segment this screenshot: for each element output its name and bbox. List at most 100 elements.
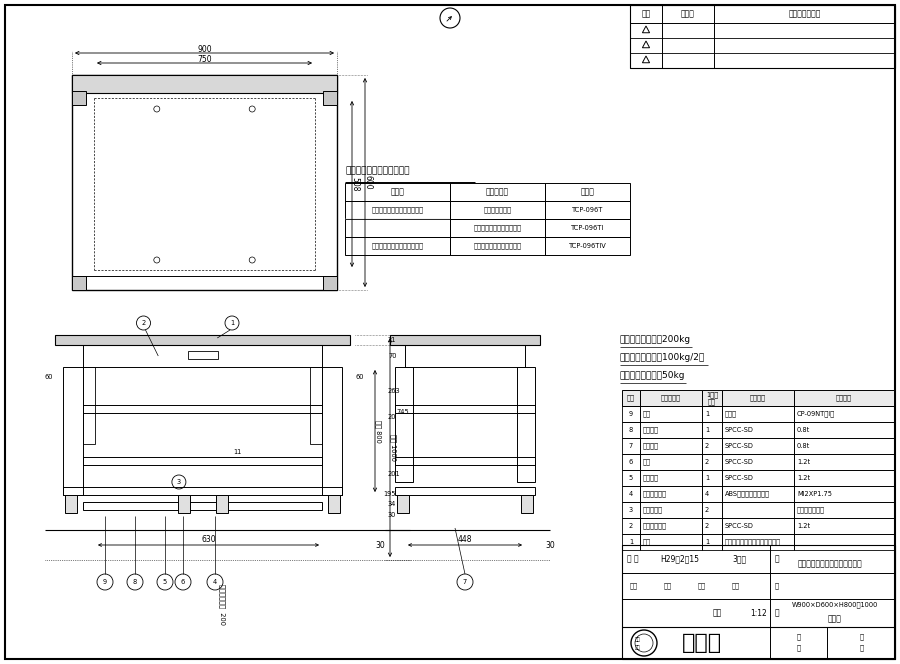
Text: 20: 20: [388, 414, 397, 420]
Bar: [722, 470, 794, 486]
Text: 30: 30: [388, 512, 396, 518]
Text: 上田: 上田: [713, 608, 722, 618]
Text: 規格品: 規格品: [725, 411, 737, 417]
Text: 中棚均等耐荷重　50kg: 中棚均等耐荷重 50kg: [620, 371, 686, 380]
Text: 称: 称: [775, 608, 779, 618]
Bar: [702, 470, 722, 486]
Text: 天板・塗装色と品番の関係: 天板・塗装色と品番の関係: [345, 166, 410, 175]
Bar: [187, 351, 218, 359]
Bar: [177, 495, 190, 513]
Text: アジャスター: アジャスター: [643, 491, 667, 497]
Text: 1: 1: [629, 539, 633, 545]
Bar: [722, 390, 794, 406]
Text: 2: 2: [705, 443, 709, 449]
Bar: [395, 405, 535, 413]
Bar: [640, 406, 702, 422]
Text: 70: 70: [388, 353, 397, 359]
Text: 名: 名: [775, 554, 779, 564]
Text: 2: 2: [629, 523, 633, 529]
Text: 脚フレーム: 脚フレーム: [643, 507, 663, 513]
Text: ABS・ユニクロメッキ: ABS・ユニクロメッキ: [725, 491, 770, 497]
Text: 745: 745: [396, 409, 409, 415]
Bar: [702, 534, 722, 550]
Text: 番: 番: [797, 645, 801, 651]
Bar: [794, 454, 894, 470]
Text: 508: 508: [350, 177, 359, 191]
Text: 1: 1: [705, 427, 709, 433]
Text: 30: 30: [375, 540, 385, 550]
Text: SPCC-SD: SPCC-SD: [725, 523, 754, 529]
Bar: [794, 486, 894, 502]
Text: 承認: 承認: [630, 583, 638, 590]
Bar: [72, 276, 86, 290]
Bar: [310, 367, 322, 444]
Bar: [215, 495, 228, 513]
Text: 2: 2: [141, 320, 146, 326]
Bar: [722, 518, 794, 534]
Text: 263: 263: [388, 388, 400, 394]
Text: TCP-096TI: TCP-096TI: [571, 225, 604, 231]
Text: 7: 7: [463, 579, 467, 585]
Bar: [794, 438, 894, 454]
Bar: [702, 390, 722, 406]
Bar: [395, 367, 413, 482]
Text: 9: 9: [103, 579, 107, 585]
Text: 4: 4: [705, 491, 709, 497]
Bar: [702, 438, 722, 454]
Text: 21: 21: [388, 337, 396, 343]
Bar: [390, 335, 540, 345]
Text: 葉: 葉: [860, 633, 864, 640]
Text: 背パネル: 背パネル: [643, 427, 659, 434]
Text: 4: 4: [213, 579, 217, 585]
Text: 日　付: 日 付: [681, 9, 695, 19]
Bar: [450, 219, 545, 237]
Bar: [72, 75, 337, 93]
Text: 天　板: 天 板: [391, 187, 404, 197]
Text: 60: 60: [355, 374, 364, 380]
Text: 備　　考: 備 考: [836, 394, 852, 401]
Bar: [722, 534, 794, 550]
Bar: [640, 486, 702, 502]
Bar: [323, 276, 337, 290]
Text: 1.2t: 1.2t: [797, 475, 810, 481]
Bar: [345, 237, 450, 255]
Text: 0.8t: 0.8t: [797, 427, 810, 433]
Text: 設計: 設計: [664, 583, 672, 590]
Text: 195: 195: [383, 491, 395, 497]
Bar: [622, 545, 895, 659]
Text: 630: 630: [202, 535, 216, 544]
Text: 900: 900: [197, 44, 211, 54]
Text: 符号: 符号: [642, 9, 651, 19]
Text: 3角法: 3角法: [732, 554, 746, 564]
Bar: [345, 201, 450, 219]
Bar: [397, 495, 409, 513]
Text: 2: 2: [705, 523, 709, 529]
Bar: [722, 422, 794, 438]
Bar: [83, 367, 95, 444]
Bar: [794, 422, 894, 438]
Text: 2: 2: [705, 459, 709, 465]
Bar: [345, 219, 450, 237]
Bar: [83, 502, 322, 510]
Bar: [794, 406, 894, 422]
Bar: [722, 454, 794, 470]
Text: 2: 2: [705, 507, 709, 513]
Bar: [622, 534, 640, 550]
Text: 0.8t: 0.8t: [797, 443, 810, 449]
Text: 3: 3: [629, 507, 633, 513]
Bar: [702, 502, 722, 518]
Text: 4: 4: [629, 491, 633, 497]
Text: SPCC-SD: SPCC-SD: [725, 475, 754, 481]
Bar: [794, 502, 894, 518]
Text: 品番ニヨリ異ナル（上記参照）: 品番ニヨリ異ナル（上記参照）: [725, 539, 781, 545]
Text: SPCC-SD: SPCC-SD: [725, 427, 754, 433]
Bar: [517, 367, 535, 482]
Bar: [545, 183, 630, 201]
Text: 1台計
数量: 1台計 数量: [706, 391, 718, 405]
Text: 部　品　名: 部 品 名: [661, 394, 681, 401]
Bar: [83, 405, 322, 413]
Bar: [702, 486, 722, 502]
Text: 8: 8: [629, 427, 633, 433]
Text: 材　　質: 材 質: [750, 394, 766, 401]
Text: 1.2t: 1.2t: [797, 523, 810, 529]
